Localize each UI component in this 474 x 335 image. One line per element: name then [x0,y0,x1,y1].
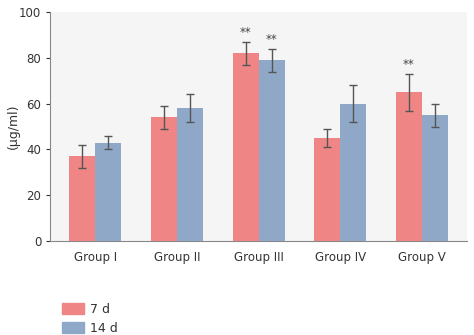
Legend: 7 d, 14 d: 7 d, 14 d [56,298,123,335]
Y-axis label: (μg/ml): (μg/ml) [7,104,20,149]
Bar [340,104,366,241]
Bar [422,115,448,241]
Text: **: ** [403,58,415,71]
Text: **: ** [240,26,252,39]
Bar [151,117,177,241]
Bar [233,53,259,241]
Text: **: ** [266,33,278,46]
Bar [69,156,95,241]
Bar [396,92,422,241]
Bar [95,143,121,241]
Bar [314,138,340,241]
Bar [259,60,285,241]
Bar [177,108,203,241]
